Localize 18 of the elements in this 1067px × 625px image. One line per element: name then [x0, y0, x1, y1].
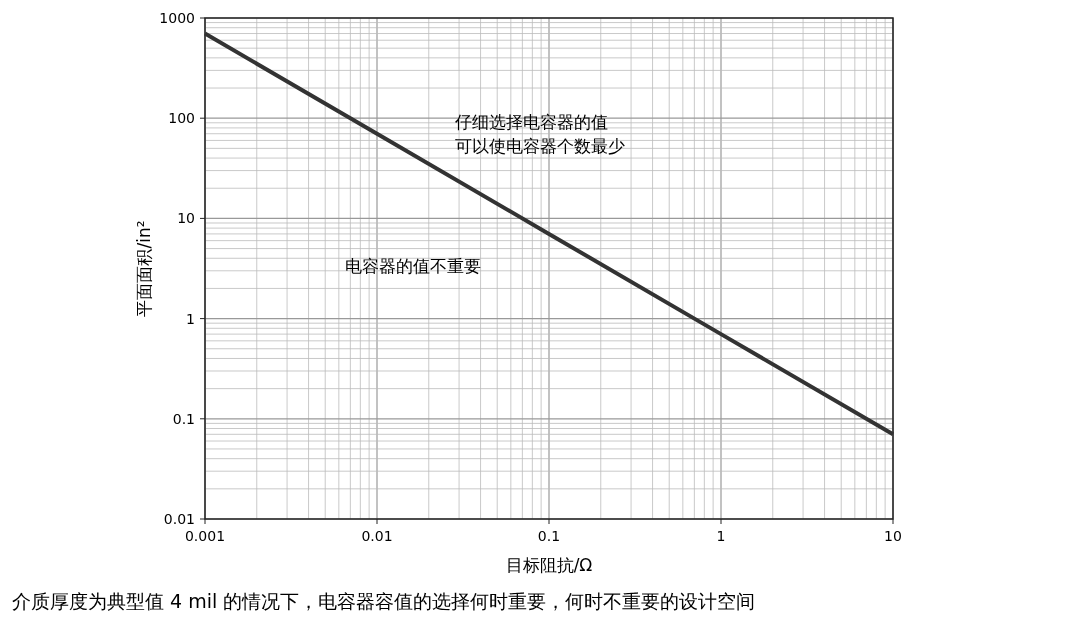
y-tick-label: 100: [168, 110, 195, 127]
x-axis-title: 目标阻抗/Ω: [505, 555, 593, 575]
x-tick-label: 1: [716, 528, 726, 544]
y-tick-label: 1000: [159, 10, 195, 26]
y-tick-label: 10: [177, 210, 195, 227]
y-tick-label: 0.1: [172, 410, 195, 427]
x-tick-label: 0.1: [537, 528, 561, 544]
x-tick-label: 0.001: [184, 528, 226, 544]
annotation: 可以使电容器个数最少: [455, 136, 625, 156]
y-tick-label: 0.01: [163, 511, 195, 527]
x-tick-label: 10: [884, 528, 902, 544]
y-tick-label: 1: [186, 310, 195, 327]
line-series: [203, 31, 895, 437]
x-tick-label: 0.01: [361, 528, 393, 544]
annotation: 电容器的值不重要: [345, 256, 481, 276]
annotation: 仔细选择电容器的值: [455, 112, 608, 132]
text: 介质厚度为典型值 4 mil 的情况下，电容器容值的选择何时重要，何时不重要的设计空间: [12, 590, 756, 612]
y-axis-title: 平面面积/in²: [134, 220, 154, 317]
